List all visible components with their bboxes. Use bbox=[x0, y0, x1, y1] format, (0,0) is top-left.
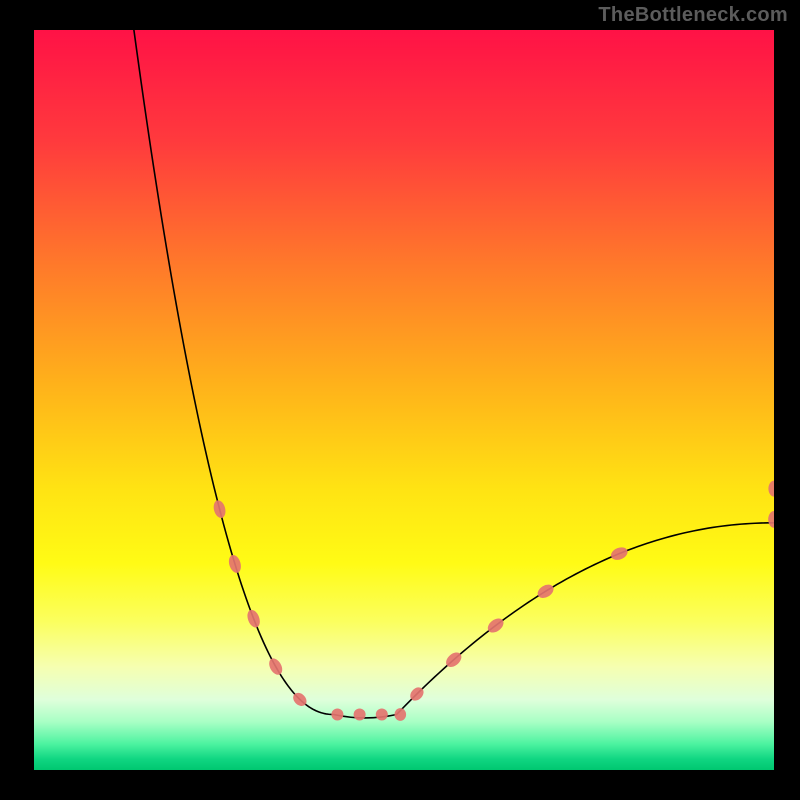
watermark-text: TheBottleneck.com bbox=[598, 4, 788, 27]
chart-svg bbox=[0, 0, 800, 800]
chart-frame: TheBottleneck.com bbox=[0, 0, 800, 800]
